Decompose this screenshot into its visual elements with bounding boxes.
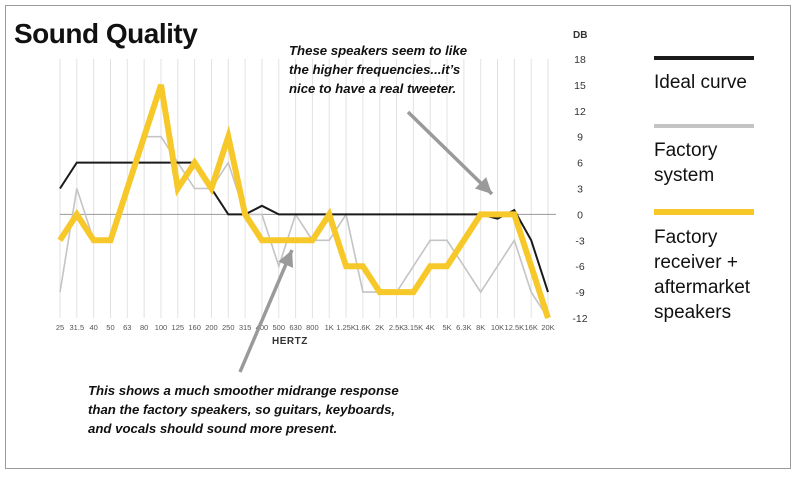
x-tick-label: 5K [442,323,451,332]
legend-label-line: receiver + [654,252,738,273]
legend-label-line: system [654,165,715,186]
x-tick-label: 25 [56,323,64,332]
legend-ideal-curve: Ideal curve [654,56,764,95]
y-tick-label: 6 [577,158,583,170]
legend-aftermarket: Factory receiver + aftermarket speakers [654,209,764,325]
x-tick-label: 1.25K [336,323,356,332]
y-axis-title: DB [573,30,588,41]
annotation-top-line: nice to have a real tweeter. [289,81,457,96]
y-tick-label: -9 [575,287,584,299]
y-tick-label: 0 [577,209,583,221]
x-tick-label: 20K [541,323,554,332]
x-tick-label: 3.15K [404,323,424,332]
annotation-top-line: the higher frequencies...it’s [289,62,461,77]
annotation-top-line: These speakers seem to like [289,43,468,58]
legend-swatch [654,124,754,128]
y-tick-label: 3 [577,184,583,196]
x-tick-label: 12.5K [505,323,525,332]
annotation-bottom: This shows a much smoother midrange resp… [88,381,399,438]
x-tick-label: 63 [123,323,131,332]
x-tick-label: 250 [222,323,235,332]
series-line-aftermarket [57,83,551,319]
legend-label: Factory system [654,138,764,188]
x-tick-label: 31.5 [70,323,85,332]
x-tick-label: 315 [239,323,252,332]
legend-label: Ideal curve [654,70,764,95]
x-tick-label: 200 [205,323,218,332]
chart-frame [5,5,791,469]
chart-title: Sound Quality [14,18,198,49]
x-tick-label: 40 [89,323,97,332]
x-tick-label: 2.5K [389,323,404,332]
x-tick-label: 1K [325,323,334,332]
arrow-bottom-head [278,250,294,268]
x-tick-label: 10K [491,323,504,332]
x-tick-label: 2K [375,323,384,332]
x-tick-label: 80 [140,323,148,332]
x-tick-label: 800 [306,323,319,332]
legend-factory-system: Factory system [654,124,764,188]
x-tick-label: 50 [106,323,114,332]
x-tick-label: 8K [476,323,485,332]
y-tick-label: 9 [577,132,583,144]
x-tick-label: 6.3K [456,323,471,332]
y-tick-label: -6 [575,261,584,273]
x-tick-label: 125 [172,323,185,332]
x-tick-label: 400 [256,323,269,332]
annotation-top: These speakers seem to like the higher f… [289,41,467,98]
x-tick-label: 500 [273,323,286,332]
legend-swatch [654,56,754,60]
x-tick-label: 100 [155,323,168,332]
legend-label: Factory receiver + aftermarket speakers [654,225,764,325]
x-tick-label: 16K [524,323,537,332]
x-tick-label: 4K [426,323,435,332]
y-tick-label: 18 [574,54,586,66]
arrow-bottom-shaft [238,249,294,373]
annotation-bottom-line: and vocals should sound more present. [88,421,338,436]
legend-label-line: speakers [654,302,732,323]
y-tick-label: -12 [572,313,587,325]
y-tick-label: -3 [575,235,584,247]
x-axis-title: HERTZ [272,336,308,347]
legend-swatch [654,209,754,215]
arrow-top-shaft [406,110,494,196]
y-tick-label: 12 [574,106,586,118]
x-tick-label: 630 [289,323,302,332]
annotation-bottom-line: This shows a much smoother midrange resp… [88,383,399,398]
legend-label-line: Ideal curve [654,72,747,93]
x-tick-label: 160 [188,323,201,332]
x-tick-label: 1.6K [355,323,370,332]
annotation-bottom-line: than the factory speakers, so guitars, k… [88,402,396,417]
y-tick-label: 15 [574,80,586,92]
legend-label-line: aftermarket [654,277,751,298]
arrow-top-head [474,177,492,194]
legend-label-line: Factory [654,227,718,248]
series-line-ideal-curve [59,161,549,293]
legend-label-line: Factory [654,140,718,161]
